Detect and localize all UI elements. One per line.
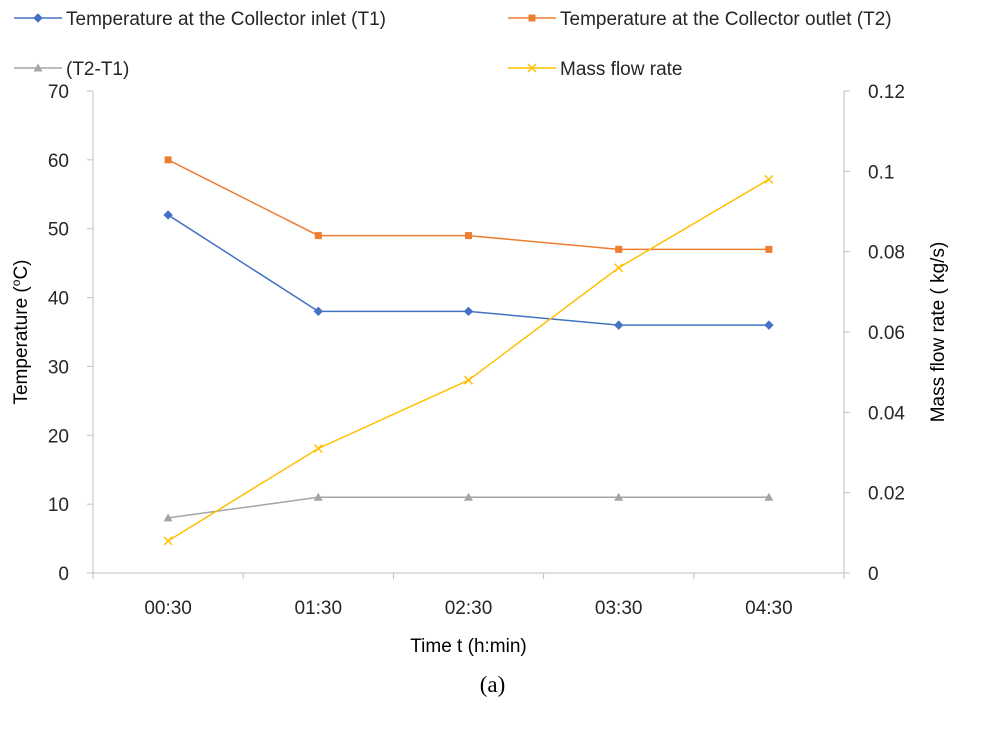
y-tick-label: 30 <box>48 357 69 378</box>
legend-marker <box>33 13 43 23</box>
legend-entry: Temperature at the Collector outlet (T2) <box>508 9 892 30</box>
data-point <box>463 306 474 317</box>
series-2 <box>164 156 773 253</box>
y2-tick-label: 0.1 <box>868 162 894 183</box>
legend-label: Mass flow rate <box>560 59 682 80</box>
x-axis-title: Time t (h:min) <box>410 636 526 657</box>
y-axis-title-sup: o <box>9 279 23 286</box>
x-tick-label: 03:30 <box>595 598 643 619</box>
y-tick-label: 70 <box>48 82 69 103</box>
series-3 <box>163 492 774 522</box>
axes: 0 10 20 30 40 50 60 70 0 0.02 0.04 0.06 0.08 0.1 0.12 0… <box>48 82 906 619</box>
y2-tick-label: 0.02 <box>868 484 905 505</box>
data-point <box>765 245 773 253</box>
legend-label: (T2-T1) <box>66 59 129 80</box>
y-axis-title-main: Temperature ( <box>11 286 32 405</box>
figure-caption: (a) <box>479 672 506 697</box>
y-tick-label: 40 <box>48 289 69 310</box>
y-tick-label: 10 <box>48 495 69 516</box>
data-point <box>614 263 624 273</box>
y2-tick-label: 0.06 <box>868 323 905 344</box>
data-point <box>464 492 473 501</box>
data-point <box>163 210 173 220</box>
legend-marker <box>528 14 536 22</box>
y2-axis-title: Mass flow rate ( kg/s) <box>928 242 949 423</box>
legend-entry: Temperature at the Collector inlet (T1) <box>14 9 386 30</box>
legend-label: Temperature at the Collector outlet (T2) <box>560 9 892 30</box>
legend: Temperature at the Collector inlet (T1) T… <box>14 9 892 80</box>
legend-entry: Mass flow rate <box>508 59 682 80</box>
data-point <box>613 320 624 330</box>
legend-marker <box>33 63 43 72</box>
data-point <box>614 492 624 501</box>
series-4 <box>163 174 774 546</box>
y-axis-title-unit: C) <box>11 259 32 279</box>
data-point <box>764 320 774 330</box>
y-tick-label: 20 <box>48 426 69 447</box>
data-point <box>463 375 474 385</box>
legend-entry: (T2-T1) <box>14 59 129 80</box>
y-tick-label: 0 <box>58 564 69 585</box>
y-tick-label: 60 <box>48 151 69 172</box>
x-tick-label: 01:30 <box>295 598 343 619</box>
data-point <box>163 536 173 546</box>
data-point <box>314 232 322 240</box>
y2-tick-label: 0.12 <box>868 82 905 103</box>
data-point <box>164 156 172 164</box>
series-layer <box>163 156 774 546</box>
x-tick-label: 04:30 <box>745 598 793 619</box>
y2-tick-label: 0 <box>868 564 879 585</box>
y2-tick-label: 0.04 <box>868 403 905 424</box>
data-point <box>163 513 173 522</box>
series-1 <box>163 210 774 330</box>
legend-marker <box>527 63 537 73</box>
data-point <box>313 492 323 501</box>
chart-canvas: Temperature at the Collector inlet (T1) T… <box>9 9 949 657</box>
y-axis-title: Temperature (oC) <box>9 259 32 404</box>
y-tick-label: 50 <box>48 220 69 241</box>
x-tick-label: 00:30 <box>144 598 192 619</box>
data-point <box>615 245 623 253</box>
data-point <box>313 306 324 317</box>
data-point <box>313 443 323 454</box>
legend-label: Temperature at the Collector inlet (T1) <box>66 9 386 30</box>
data-point <box>764 174 774 184</box>
data-point <box>764 492 774 501</box>
data-point <box>465 232 472 240</box>
y2-tick-label: 0.08 <box>868 243 905 264</box>
x-tick-label: 02:30 <box>445 598 493 619</box>
